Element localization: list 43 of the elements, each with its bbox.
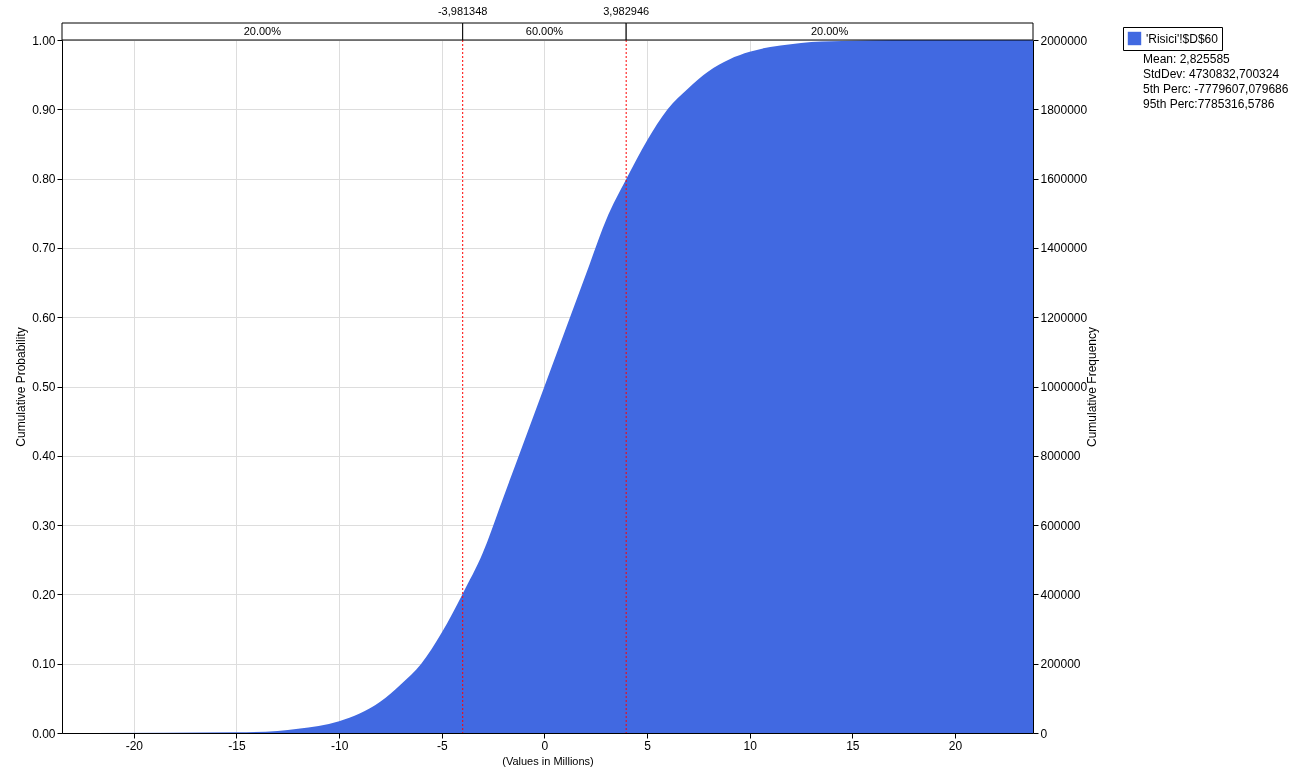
y2-tick-label: 800000 — [1040, 449, 1081, 464]
y2-tick-label: 1400000 — [1040, 241, 1088, 256]
text: 20.00% — [810, 24, 849, 37]
text: StdDev: 4730832,700324 — [1143, 67, 1280, 81]
y-tick-label: 0.90 — [32, 102, 56, 117]
text: 20.00% — [243, 24, 282, 37]
x-tick-label: 10 — [743, 738, 758, 753]
x-axis-title: (Values in Millions) — [502, 754, 594, 767]
x-tick-label: -20 — [125, 738, 144, 753]
text: 5th Perc: -7779607,079686 — [1143, 82, 1289, 96]
y-tick-label: 0.20 — [32, 587, 56, 602]
y-tick-label: 0.10 — [32, 657, 56, 672]
y2-tick-label: 1200000 — [1040, 310, 1088, 325]
ref-line-label: 3,982946 — [603, 5, 650, 17]
y-tick-label: 0.50 — [32, 380, 56, 394]
y2-tick-label: 200000 — [1040, 657, 1081, 672]
y2-tick-label: 1000000 — [1040, 380, 1088, 394]
x-tick-label: 15 — [846, 738, 860, 753]
y-axis-title: Cumulative Probability — [14, 327, 29, 447]
y2-tick-label: 400000 — [1040, 587, 1081, 602]
x-tick-label: -10 — [330, 738, 349, 753]
y-tick-label: 1.00 — [32, 33, 56, 48]
y-tick-label: 0.00 — [32, 726, 56, 741]
x-tick-label: 5 — [644, 738, 652, 753]
legend-label: 'Risici'!$D$60 — [1146, 31, 1219, 46]
y-tick-label: 0.70 — [32, 241, 56, 256]
y-tick-label: 0.80 — [32, 172, 56, 187]
text: 95th Perc:7785316,5786 — [1143, 97, 1275, 111]
text: 60.00% — [525, 24, 564, 37]
y2-tick-label: 2000000 — [1040, 33, 1088, 48]
x-tick-label: 20 — [948, 738, 963, 753]
x-tick-label: 0 — [541, 738, 549, 753]
x-tick-label: -5 — [436, 738, 448, 753]
y-tick-label: 0.30 — [32, 518, 56, 533]
y2-tick-label: 0 — [1040, 726, 1048, 741]
x-tick-label: -15 — [228, 738, 246, 753]
y-tick-label: 0.60 — [32, 310, 56, 325]
y-tick-label: 0.40 — [32, 449, 56, 464]
text: Mean: 2,825585 — [1143, 52, 1231, 66]
y2-tick-label: 600000 — [1040, 518, 1081, 533]
y2-tick-label: 1600000 — [1040, 172, 1088, 187]
y2-tick-label: 1800000 — [1040, 102, 1088, 117]
ref-line-label: -3,981348 — [437, 5, 488, 17]
